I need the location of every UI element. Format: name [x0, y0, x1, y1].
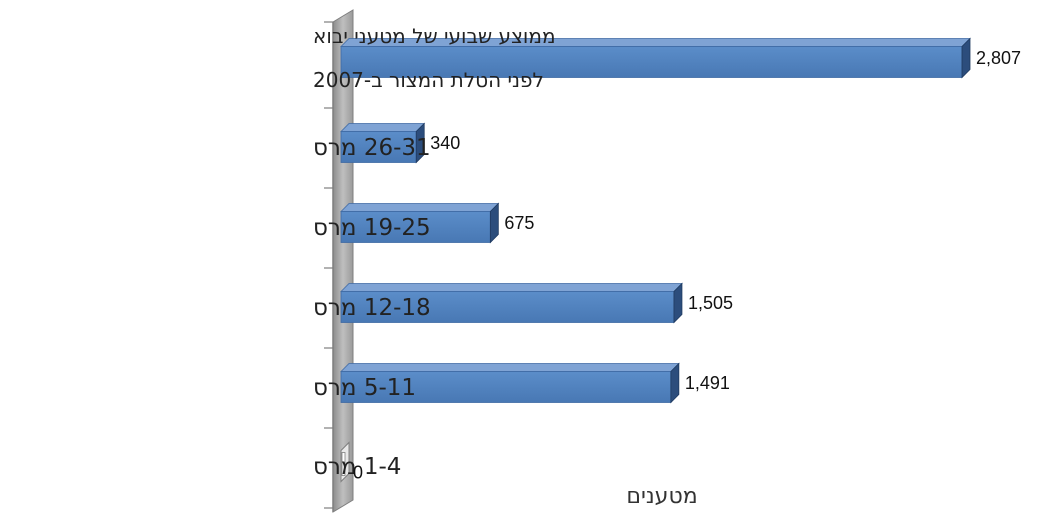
bar-front-face [340, 131, 417, 163]
x-axis-title: מטענים [626, 484, 697, 509]
category-label: לפני הטלת המצור ב-2007 [313, 68, 544, 92]
value-label: 340 [430, 133, 460, 153]
bar-top-face [340, 283, 683, 292]
bar-side-face [489, 202, 499, 244]
category-label: 12-18 מרס [313, 295, 431, 321]
value-label: 1,505 [688, 293, 733, 313]
value-label: 0 [353, 463, 363, 483]
category-label: 5-11 מרס [313, 375, 416, 401]
bar [340, 441, 350, 483]
bar-top-face [340, 203, 500, 212]
bar [340, 202, 500, 244]
bar [340, 282, 683, 324]
bar [340, 37, 971, 79]
bar-front-face [340, 211, 491, 243]
bar-side-face [670, 362, 680, 404]
bar-side-face [961, 37, 971, 79]
bar-side-face [673, 282, 683, 324]
category-label: 1-4 מרס [313, 454, 401, 480]
bar-side-face [415, 122, 425, 164]
value-label: 2,807 [976, 48, 1021, 68]
bar-front-face [340, 46, 963, 78]
bar [340, 362, 680, 404]
category-label: 19-25 מרס [313, 215, 431, 241]
value-label: 1,491 [685, 373, 730, 393]
bar-top-face [340, 363, 680, 372]
category-labels: ממוצע שבועי של מטעני יבוא לפני הטלת המצור… [313, 24, 556, 480]
y-axis-ticks [324, 21, 333, 509]
value-labels: 2,807 340 675 1,505 1,491 0 [353, 48, 1021, 483]
category-label: 26-31 מרס [313, 135, 431, 161]
bar-zero-front [341, 452, 346, 476]
bars-group [340, 37, 971, 483]
bar-front-face [340, 371, 672, 403]
bar [340, 122, 426, 164]
value-label: 675 [504, 213, 534, 233]
bar-top-face [340, 123, 426, 132]
category-label: ממוצע שבועי של מטעני יבוא [313, 24, 556, 48]
